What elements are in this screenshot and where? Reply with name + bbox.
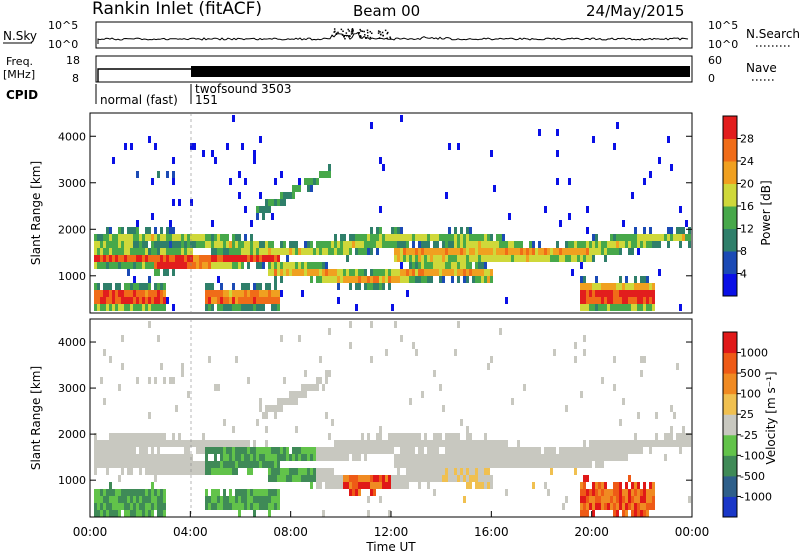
power-y-tick-label: 2000 (58, 223, 86, 236)
power-colorbar-tick: 4 (740, 268, 747, 281)
nave-tick-top: 60 (708, 54, 722, 67)
velocity-colorbar-swatch (723, 393, 737, 415)
velocity-colorbar-swatch (723, 496, 737, 518)
noise-right-label: N.Search (746, 27, 800, 41)
velocity-colorbar-tick: 100 (740, 388, 761, 401)
noise-right-tick-bottom: 10^0 (708, 38, 738, 51)
power-colorbar: 4 8 12 16 20 24 28 (722, 115, 754, 297)
nave-label: Nave (746, 61, 777, 75)
velocity-colorbar: 1000 500 100 25 -25 -100 -500 -1000 (722, 331, 772, 518)
noise-left-tick-top: 10^5 (48, 19, 78, 32)
velocity-colorbar-tick: -500 (740, 470, 765, 483)
noise-left-tick-bottom: 10^0 (48, 38, 78, 51)
velocity-colorbar-swatch (723, 352, 737, 374)
time-tick-label: 04:00 (173, 525, 208, 539)
time-tick-label: 00:00 (73, 525, 108, 539)
date-title: 24/May/2015 (586, 2, 684, 20)
time-tick-label: 00:00 (675, 525, 710, 539)
power-colorbar-swatch (723, 251, 737, 274)
noise-right-tick-top: 10^5 (708, 19, 738, 32)
time-x-ticks: 00:00 04:00 08:00 12:00 16:00 20:00 00:00 (73, 511, 710, 539)
freq-tick-bottom: 8 (72, 72, 79, 85)
power-data-cells (94, 115, 691, 311)
noise-left-label: N.Sky (3, 29, 37, 43)
velocity-y-tick-label: 4000 (58, 336, 86, 349)
power-colorbar-tick: 12 (740, 223, 754, 236)
power-panel: 1000 2000 3000 4000 Slant Range [km] 4 8 12 16… (29, 112, 773, 314)
cpid-mode-2-name: twofsound (195, 82, 258, 96)
velocity-colorbar-tick: 1000 (740, 347, 768, 360)
cpid-row: CPID normal (fast) 151 twofsound 3503 (6, 82, 292, 107)
velocity-y-tick-label: 3000 (58, 382, 86, 395)
velocity-colorbar-label: Velocity [m s⁻¹] (764, 371, 778, 464)
power-y-ticks: 1000 2000 3000 4000 (58, 130, 692, 283)
power-colorbar-tick: 28 (740, 133, 754, 146)
power-colorbar-swatch (723, 273, 737, 297)
velocity-colorbar-tick: -100 (740, 449, 765, 462)
velocity-colorbar-tick: -25 (740, 429, 758, 442)
velocity-y-ticks: 1000 2000 3000 4000 (58, 336, 692, 487)
power-y-tick-label: 3000 (58, 177, 86, 190)
time-tick-label: 08:00 (273, 525, 308, 539)
power-colorbar-swatch (723, 116, 737, 139)
time-axis-label: Time UT (365, 540, 416, 554)
cpid-mode-1-name: normal (fast) (100, 93, 178, 107)
power-colorbar-label: Power [dB] (759, 180, 773, 245)
time-tick-label: 16:00 (474, 525, 509, 539)
noise-panel: N.Sky 10^5 10^0 10^5 10^0 N.Search (3, 19, 800, 51)
power-colorbar-tick: 8 (740, 245, 747, 258)
beam-title: Beam 00 (353, 2, 420, 20)
velocity-colorbar-swatch (723, 373, 737, 395)
power-colorbar-swatch (723, 183, 737, 207)
velocity-y-tick-label: 1000 (58, 474, 86, 487)
power-colorbar-swatch (723, 206, 737, 229)
cpid-label: CPID (6, 88, 38, 102)
time-tick-label: 20:00 (574, 525, 609, 539)
power-colorbar-swatch (723, 161, 737, 184)
power-y-tick-label: 4000 (58, 130, 86, 143)
velocity-colorbar-swatch (723, 414, 737, 436)
cpid-mode-2-id: 3503 (261, 82, 292, 96)
time-tick-label: 12:00 (374, 525, 409, 539)
velocity-colorbar-tick: 25 (740, 408, 754, 421)
freq-panel: Freq. [MHz] 18 8 60 0 Nave (3, 54, 777, 85)
power-y-tick-label: 1000 (58, 270, 86, 283)
noise-trace (97, 28, 689, 44)
freq-label-2: [MHz] (3, 68, 35, 81)
nave-tick-bottom: 0 (708, 72, 715, 85)
velocity-y-axis-label: Slant Range [km] (29, 366, 43, 470)
velocity-colorbar-tick: 500 (740, 367, 761, 380)
velocity-colorbar-swatch (723, 332, 737, 354)
velocity-y-tick-label: 2000 (58, 428, 86, 441)
freq-label-1: Freq. (6, 55, 33, 68)
velocity-colorbar-swatch (723, 455, 737, 477)
freq-trace (97, 66, 690, 82)
velocity-data-cells (94, 321, 691, 517)
velocity-colorbar-swatch (723, 434, 737, 456)
power-colorbar-tick: 20 (740, 178, 754, 191)
power-colorbar-swatch (723, 138, 737, 162)
power-colorbar-swatch (723, 228, 737, 252)
freq-tick-top: 18 (66, 54, 80, 67)
cpid-mode-1-id: 151 (195, 93, 218, 107)
velocity-colorbar-swatch (723, 475, 737, 497)
velocity-colorbar-tick: -1000 (740, 490, 772, 503)
power-colorbar-tick: 24 (740, 155, 754, 168)
power-colorbar-tick: 16 (740, 200, 754, 213)
station-title: Rankin Inlet (fitACF) (92, 0, 262, 19)
power-y-axis-label: Slant Range [km] (29, 161, 43, 265)
